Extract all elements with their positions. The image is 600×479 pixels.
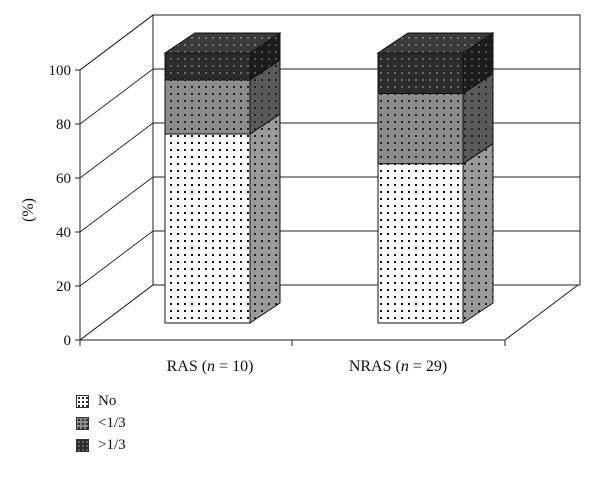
y-tick-label: 0: [64, 333, 72, 349]
y-tick-label: 80: [56, 117, 71, 133]
legend-swatch-lt-third: [76, 416, 89, 430]
gridline-side: [79, 176, 154, 233]
y-tick-label: 100: [49, 63, 72, 79]
side-wall: [79, 13, 154, 342]
legend-item-no: No: [76, 390, 126, 412]
x-axis-labels: RAS (n = 10) NRAS (n = 29): [167, 358, 448, 375]
legend-swatch-gt-third: [76, 438, 89, 452]
y-tick-label: 60: [56, 171, 71, 187]
gridline-side: [79, 68, 154, 125]
gridline-side: [79, 122, 154, 179]
bar-segment-gt-third-0: [164, 52, 251, 81]
legend-label-lt-third: <1/3: [98, 414, 126, 431]
y-tick-label: 20: [56, 279, 71, 295]
y-axis: 0 20 40 60 80 100: [49, 63, 506, 349]
x-tick-label-0: RAS (n = 10): [167, 358, 254, 375]
gridline-side: [79, 230, 154, 287]
bar-segment-lt-third-0: [164, 79, 251, 135]
gridline-side: [79, 14, 154, 71]
bar-top-0: [163, 32, 282, 54]
legend-swatch-no: [76, 394, 89, 408]
y-tick-label: 40: [56, 225, 71, 241]
bar-segment-no-1: [377, 163, 464, 324]
bar-side-no-0: [249, 113, 281, 324]
legend-item-lt-third: <1/3: [76, 412, 126, 434]
floor: [78, 284, 580, 341]
bar-side-no-1: [462, 142, 494, 324]
x-tick-label-1: NRAS (n = 29): [349, 358, 447, 375]
legend: No <1/3 >1/3: [76, 390, 126, 456]
bar-top-1: [376, 32, 495, 54]
legend-label-gt-third: >1/3: [98, 436, 126, 453]
legend-label-no: No: [98, 392, 117, 409]
bar-segment-no-0: [164, 133, 251, 324]
legend-item-gt-third: >1/3: [76, 434, 126, 456]
y-axis-label: (%): [20, 198, 37, 222]
bar-segment-lt-third-1: [377, 93, 464, 165]
chart-frame: [78, 13, 581, 342]
chart-bars: [163, 32, 495, 324]
bar-segment-gt-third-1: [377, 52, 464, 94]
